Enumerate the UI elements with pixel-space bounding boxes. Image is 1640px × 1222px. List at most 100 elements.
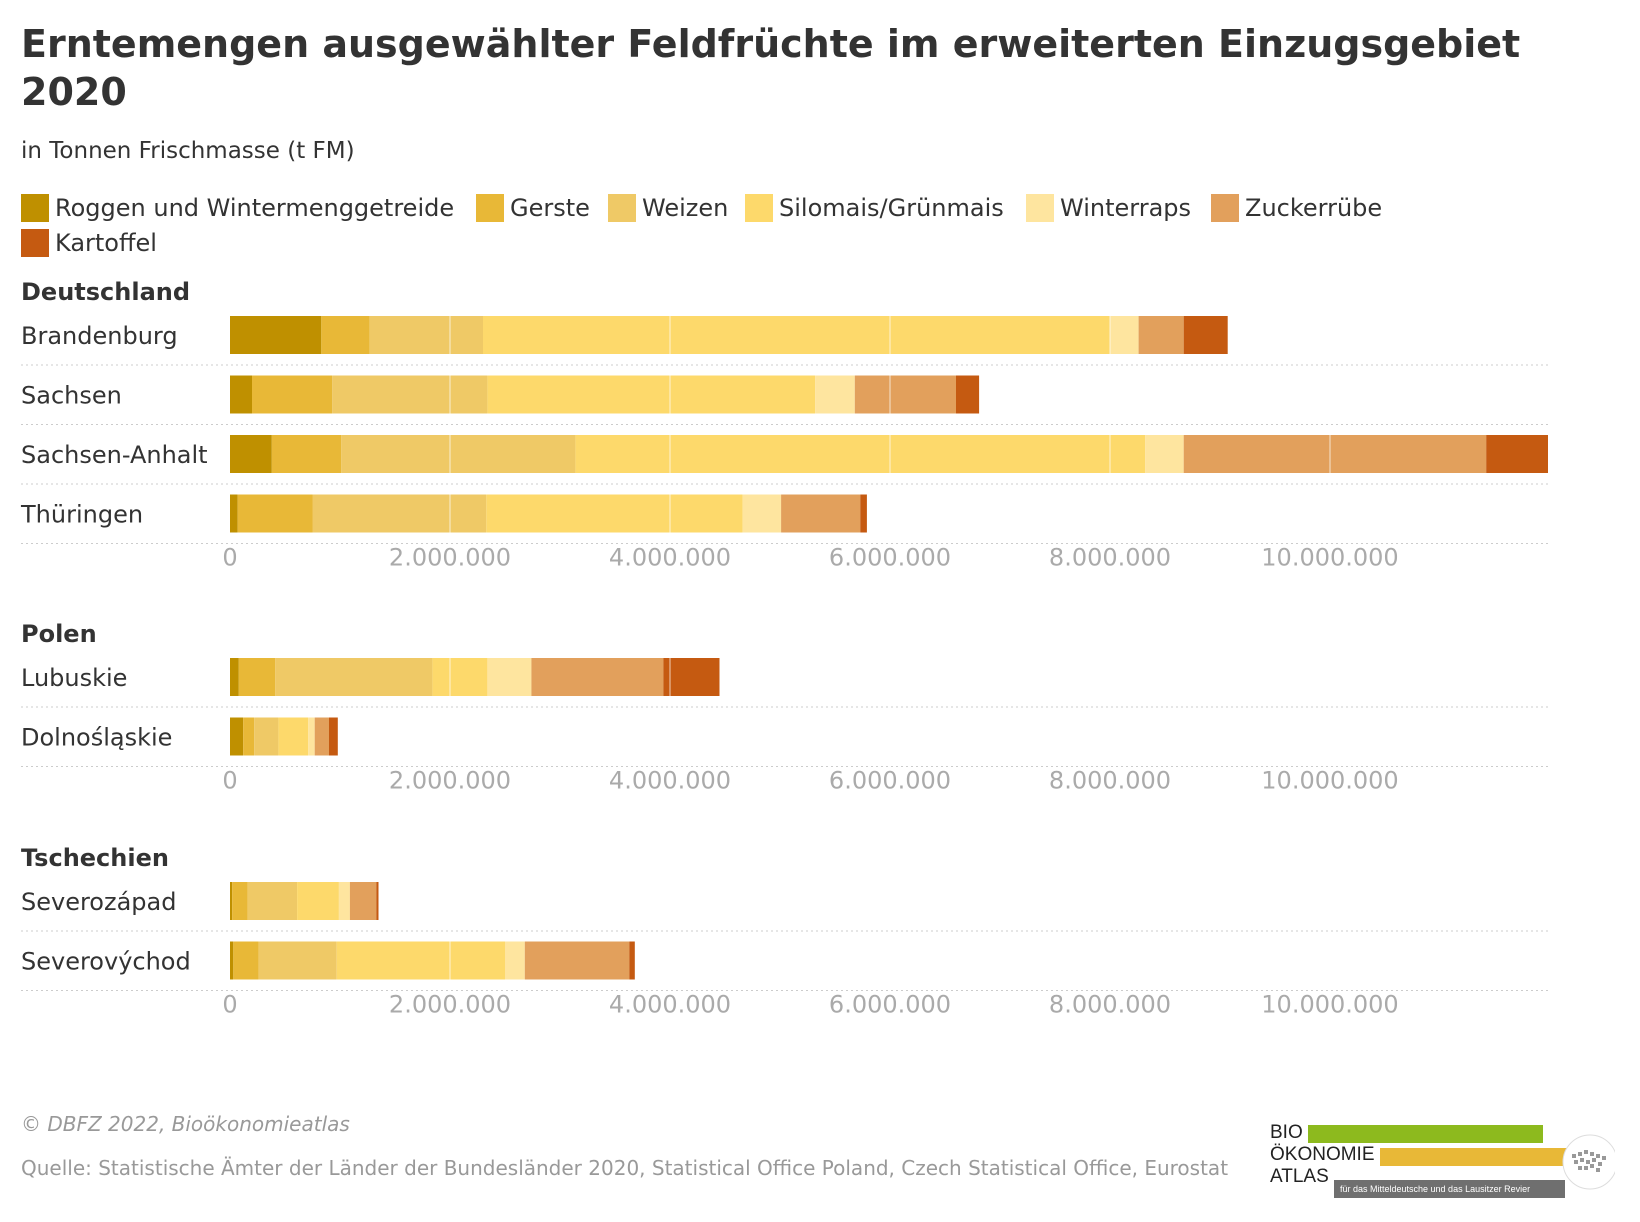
legend-item: Roggen und Wintermenggetreide [21, 193, 454, 223]
legend-item: Zuckerrübe [1211, 193, 1382, 223]
bar-segment [271, 435, 342, 473]
bar-segment [338, 882, 350, 920]
legend-swatch [608, 194, 636, 222]
legend-label: Kartoffel [55, 229, 157, 257]
bar-segment [314, 717, 329, 756]
bar-segment [275, 658, 433, 696]
x-tick-label: 2.000.000 [389, 544, 511, 572]
bar-segment [487, 375, 816, 414]
bar-segment [742, 494, 782, 533]
logo-text-atlas: ATLAS [1270, 1166, 1329, 1187]
bar-segment [237, 494, 313, 533]
bar-segment [860, 494, 867, 533]
group-title: Tschechien [21, 844, 169, 872]
bar-segment [505, 941, 525, 980]
chart-subtitle: in Tonnen Frischmasse (t FM) [21, 138, 355, 164]
bar-segment [663, 658, 720, 696]
x-tick-label: 0 [222, 767, 237, 795]
row-label: Severozápad [21, 888, 176, 916]
bar-segment [233, 941, 259, 980]
bar-segment [230, 941, 234, 980]
legend-item: Kartoffel [21, 228, 157, 258]
legend-swatch [476, 194, 504, 222]
x-tick-label: 10.000.000 [1261, 544, 1398, 572]
x-tick-label: 10.000.000 [1261, 991, 1398, 1019]
bar-segment [1183, 435, 1487, 473]
legend-label: Roggen und Wintermenggetreide [55, 194, 455, 222]
bar-segment [629, 941, 635, 980]
bar-segment [230, 435, 272, 473]
x-tick-label: 8.000.000 [1049, 767, 1171, 795]
copyright-note: © DBFZ 2022, Bioökonomieatlas [21, 1112, 350, 1136]
bar-segment [258, 941, 337, 980]
x-tick-label: 4.000.000 [609, 544, 731, 572]
x-tick-label: 8.000.000 [1049, 991, 1171, 1019]
bar-segment [232, 882, 248, 920]
bar-segment [230, 375, 252, 414]
bar-segment [336, 941, 505, 980]
bar-segment [349, 882, 377, 920]
bar-segment [781, 494, 861, 533]
bar-segment [483, 316, 1110, 354]
bar-segment [329, 717, 338, 756]
legend-label: Zuckerrübe [1245, 194, 1383, 222]
logo-text-bio: BIO [1270, 1122, 1303, 1143]
row-label: Lubuskie [21, 664, 127, 692]
bar-segment [321, 316, 370, 354]
bar-segment [815, 375, 855, 414]
bar-segment [312, 494, 487, 533]
legend-label: Gerste [510, 194, 590, 222]
legend-swatch [1211, 194, 1239, 222]
bar-segment [278, 717, 309, 756]
bar-segment [1486, 435, 1548, 473]
source-note: Quelle: Statistische Ämter der Länder de… [21, 1156, 1229, 1180]
x-tick-label: 0 [222, 544, 237, 572]
legend-label: Silomais/Grünmais [779, 194, 1004, 222]
bar-segment [432, 658, 488, 696]
x-tick-label: 4.000.000 [609, 991, 731, 1019]
legend-item: Silomais/Grünmais [745, 193, 1004, 223]
bar-segment [376, 882, 379, 920]
bar-segment [487, 658, 532, 696]
x-tick-label: 6.000.000 [829, 767, 951, 795]
row-label: Dolnośląskie [21, 724, 172, 752]
logo-text-oekonomie: ÖKONOMIE [1270, 1144, 1375, 1165]
bioeconomy-atlas-logo: BIO ÖKONOMIE ATLAS für das Mitteldeutsch… [1270, 1122, 1615, 1202]
logo-bar-green [1308, 1125, 1543, 1143]
x-tick-label: 4.000.000 [609, 767, 731, 795]
group-title: Deutschland [21, 278, 190, 306]
bar-segment [531, 658, 664, 696]
legend-swatch [21, 229, 49, 257]
legend-swatch [21, 194, 49, 222]
bar-segment [369, 316, 483, 354]
logo-tagline: für das Mitteldeutsche und das Lausitzer… [1334, 1180, 1565, 1198]
bar-segment [524, 941, 630, 980]
bar-segment [254, 717, 279, 756]
bar-segment [247, 882, 298, 920]
bar-segment [486, 494, 743, 533]
bar-segment [956, 375, 980, 414]
bar-segment [252, 375, 333, 414]
bar-segment [1145, 435, 1184, 473]
bar-segment [230, 658, 239, 696]
bar-segment [238, 658, 276, 696]
bar-segment [230, 316, 322, 354]
bar-segment [1183, 316, 1228, 354]
x-tick-label: 6.000.000 [829, 991, 951, 1019]
bar-segment [297, 882, 339, 920]
group-title: Polen [21, 620, 97, 648]
stacked-bar-chart: Deutschland Brandenburg Sachsen Sachsen-Anh… [20, 278, 1548, 1019]
row-label: Thüringen [20, 501, 143, 529]
bar-segment [230, 717, 244, 756]
x-tick-label: 2.000.000 [389, 991, 511, 1019]
bar-segment [341, 435, 576, 473]
chart-title: Erntemengen ausgewählter Feldfrüchte im … [21, 22, 1521, 114]
bar-segment [575, 435, 1146, 473]
legend-swatch [1026, 194, 1054, 222]
legend-swatch [745, 194, 773, 222]
row-label: Brandenburg [21, 322, 178, 350]
row-label: Sachsen-Anhalt [21, 441, 208, 469]
legend-item: Weizen [608, 193, 728, 223]
row-label: Severovýchod [21, 948, 191, 976]
x-tick-label: 8.000.000 [1049, 544, 1171, 572]
